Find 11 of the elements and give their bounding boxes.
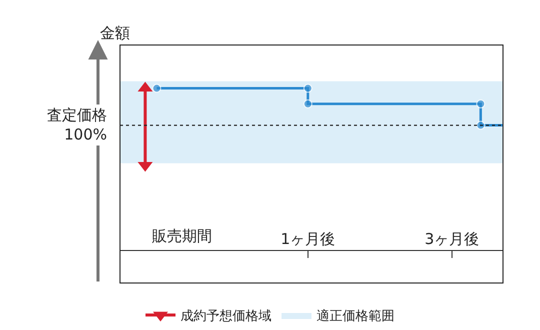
y-axis-title: 金額 bbox=[100, 24, 130, 42]
ref-line-label: 査定価格 100% bbox=[47, 106, 107, 144]
point bbox=[303, 99, 312, 108]
point bbox=[303, 84, 312, 93]
x-tick-label: 1ヶ月後 bbox=[280, 230, 336, 248]
legend-label: 成約予想価格域 bbox=[180, 309, 272, 324]
x-tick-label: 3ヶ月後 bbox=[424, 230, 480, 248]
legend-label: 適正価格範囲 bbox=[316, 308, 394, 324]
point bbox=[152, 84, 162, 93]
point bbox=[476, 99, 486, 108]
annotation: 販売期間 bbox=[152, 227, 212, 245]
